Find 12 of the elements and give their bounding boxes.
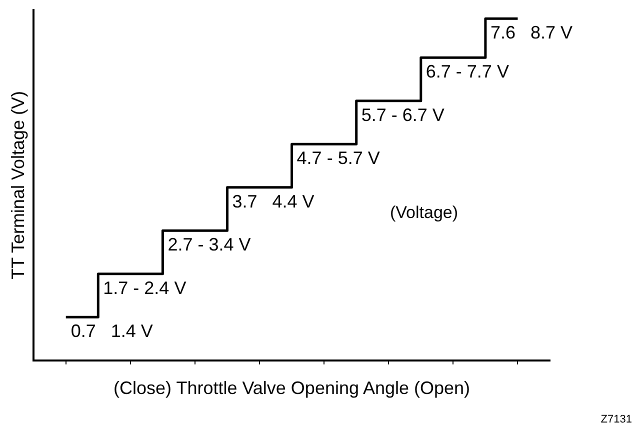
data-label: 2.7 - 3.4 V bbox=[168, 234, 251, 255]
x-axis-title: (Close) Throttle Valve Opening Angle (Open) bbox=[114, 378, 470, 398]
data-label: 4.7 - 5.7 V bbox=[296, 148, 380, 168]
y-axis-title: TT Terminal Voltage (V) bbox=[8, 90, 28, 280]
text: Z7131 bbox=[600, 414, 632, 426]
data-label: 7.6 8.7 V bbox=[490, 22, 573, 43]
data-label: 3.7 4.4 V bbox=[232, 191, 314, 212]
data-label: 6.7 - 7.7 V bbox=[426, 62, 509, 82]
data-label: 0.7 1.4 V bbox=[70, 321, 153, 342]
data-label: 5.7 - 6.7 V bbox=[361, 104, 444, 125]
data-label: 1.7 - 2.4 V bbox=[103, 278, 186, 298]
annotation: (Voltage) bbox=[390, 203, 458, 222]
